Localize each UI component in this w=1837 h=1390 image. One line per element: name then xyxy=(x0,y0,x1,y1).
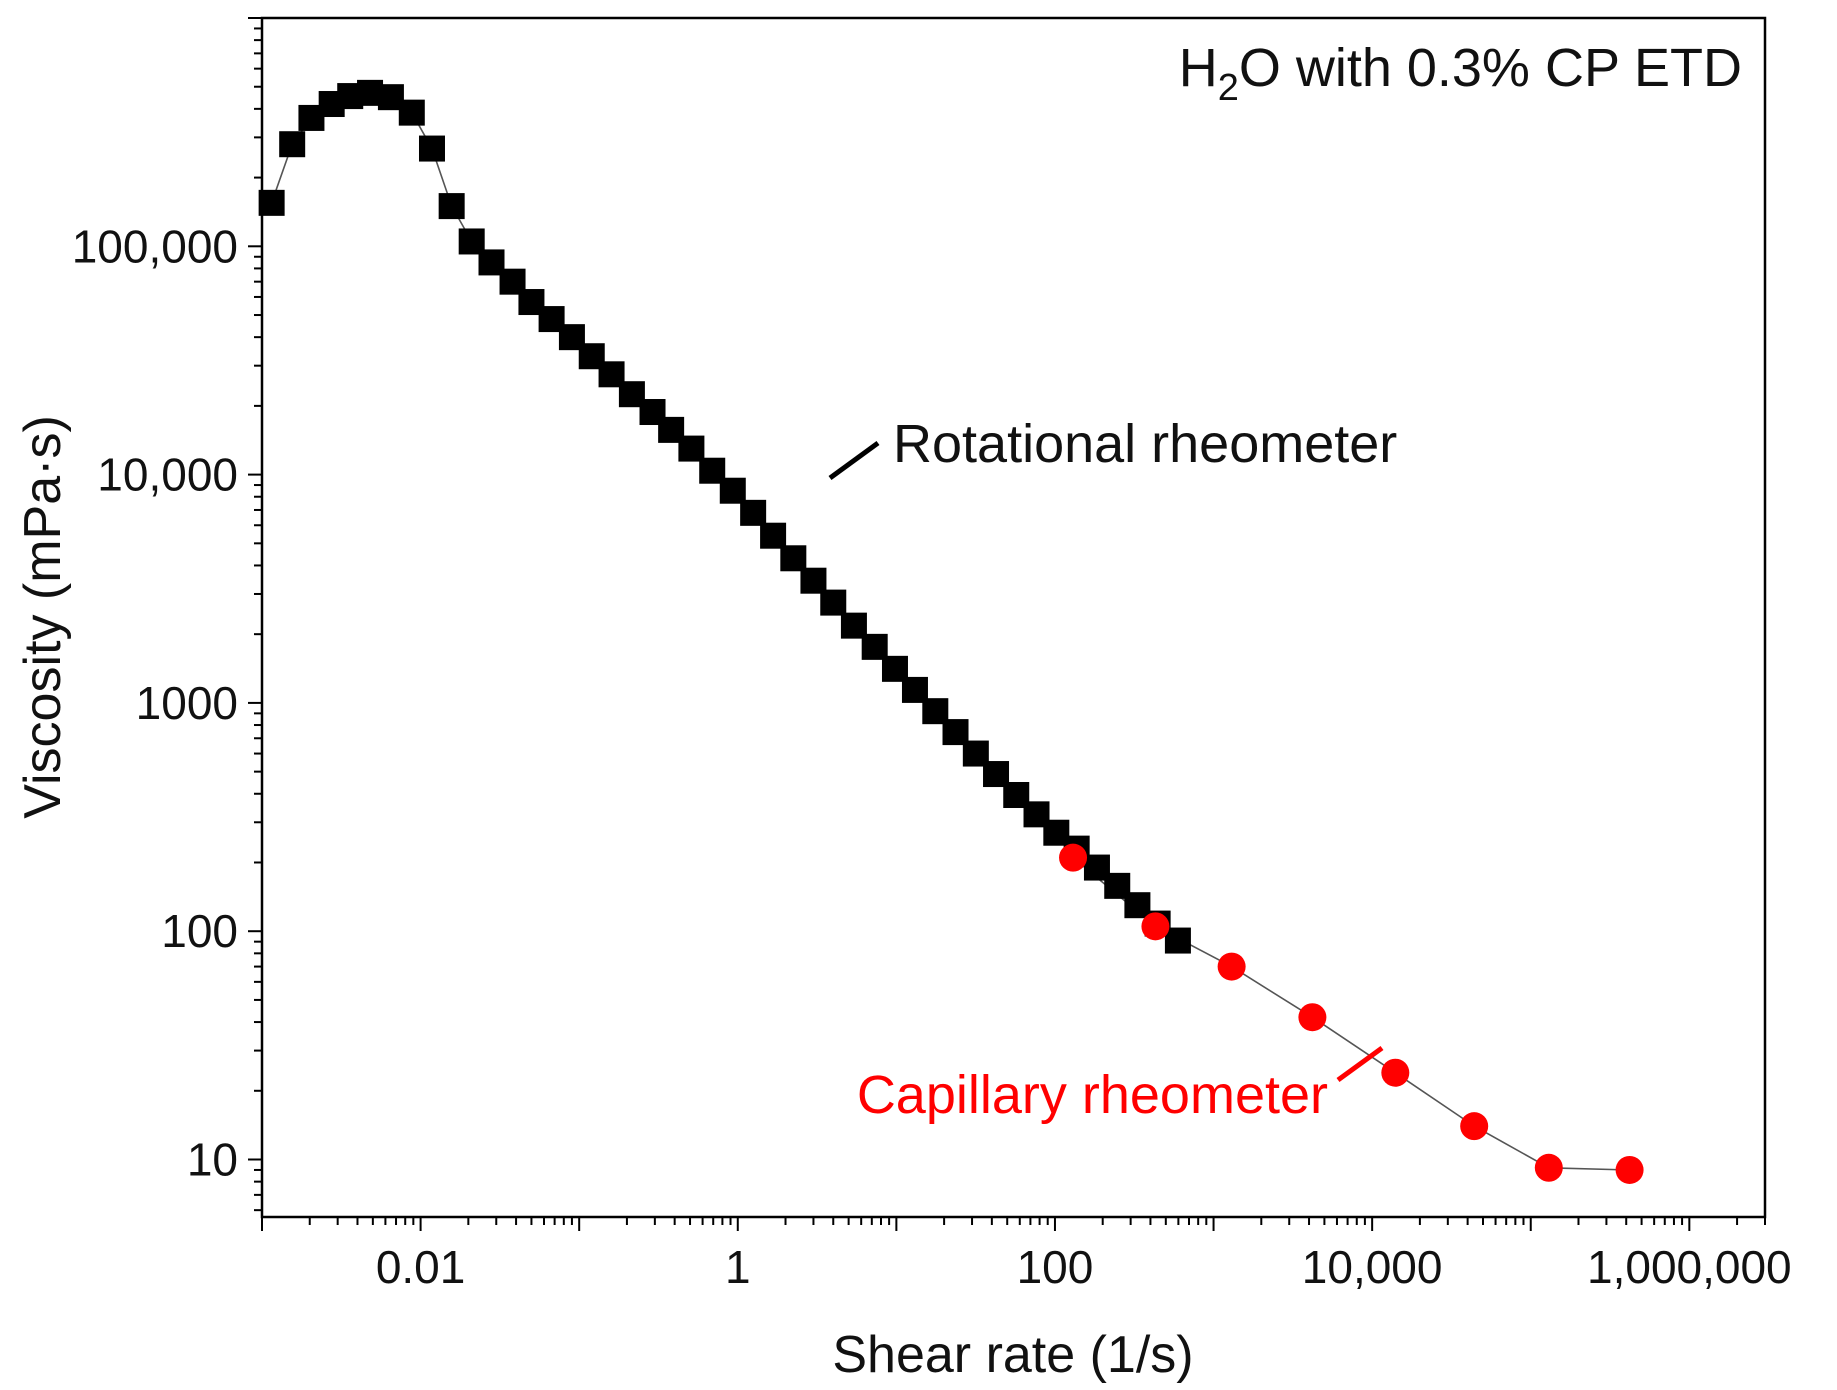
rotational-rheometer-label: Rotational rheometer xyxy=(893,414,1397,474)
rotational-data-point xyxy=(398,99,425,126)
capillary-data-point xyxy=(1381,1058,1410,1087)
rotational-data-point xyxy=(740,499,767,526)
chart-title: H2O with 0.3% CP ETD xyxy=(1179,38,1742,109)
capillary-data-point xyxy=(1217,952,1246,981)
capillary-data-point xyxy=(1059,843,1088,872)
y-tick-label: 10 xyxy=(187,1134,238,1186)
rotational-leader-line xyxy=(828,440,880,481)
rotational-data-point xyxy=(1164,927,1191,954)
rotational-data-point xyxy=(678,435,705,462)
plot-area: 0.01 1 100 10,000 1,000,000 10100100010,0001… xyxy=(72,16,1792,1293)
x-axis-ticks: 0.01 1 100 10,000 1,000,000 xyxy=(261,1217,1792,1293)
y-tick-label: 100,000 xyxy=(72,220,238,272)
series-markers xyxy=(258,79,1644,1184)
plot-frame xyxy=(260,16,1767,1219)
capillary-leader-line xyxy=(1336,1045,1384,1083)
rotational-data-point xyxy=(719,477,746,504)
annotations: Rotational rheometer Capillary rheometer xyxy=(828,414,1397,1125)
capillary-data-point xyxy=(1534,1153,1563,1182)
y-tick-label: 1000 xyxy=(136,677,238,729)
rotational-data-point xyxy=(820,589,847,616)
rotational-data-point xyxy=(780,545,807,572)
x-tick-label: 10,000 xyxy=(1302,1241,1443,1293)
rotational-data-point xyxy=(760,522,787,549)
y-tick-label: 10,000 xyxy=(97,449,238,501)
rotational-data-point xyxy=(279,131,306,158)
x-tick-label: 0.01 xyxy=(376,1241,466,1293)
rotational-data-point xyxy=(258,189,285,216)
capillary-data-point xyxy=(1141,912,1170,941)
x-tick-label: 1,000,000 xyxy=(1587,1241,1792,1293)
x-tick-label: 100 xyxy=(1017,1241,1094,1293)
x-tick-label: 1 xyxy=(725,1241,751,1293)
rotational-data-point xyxy=(861,633,888,660)
y-tick-label: 100 xyxy=(161,905,238,957)
x-axis-title: Shear rate (1/s) xyxy=(832,1326,1193,1384)
capillary-data-point xyxy=(1615,1155,1644,1184)
rotational-data-point xyxy=(438,193,465,220)
capillary-rheometer-label: Capillary rheometer xyxy=(857,1065,1328,1125)
series-lines xyxy=(270,92,1630,1171)
y-axis-title: Viscosity (mPa·s) xyxy=(14,415,72,819)
rotational-data-point xyxy=(418,135,445,162)
y-axis-ticks: 10 100 1000 10,000 100,000 xyxy=(72,17,262,1212)
capillary-data-point xyxy=(1298,1003,1327,1032)
rotational-data-point xyxy=(800,567,827,594)
capillary-data-point xyxy=(1460,1112,1489,1141)
